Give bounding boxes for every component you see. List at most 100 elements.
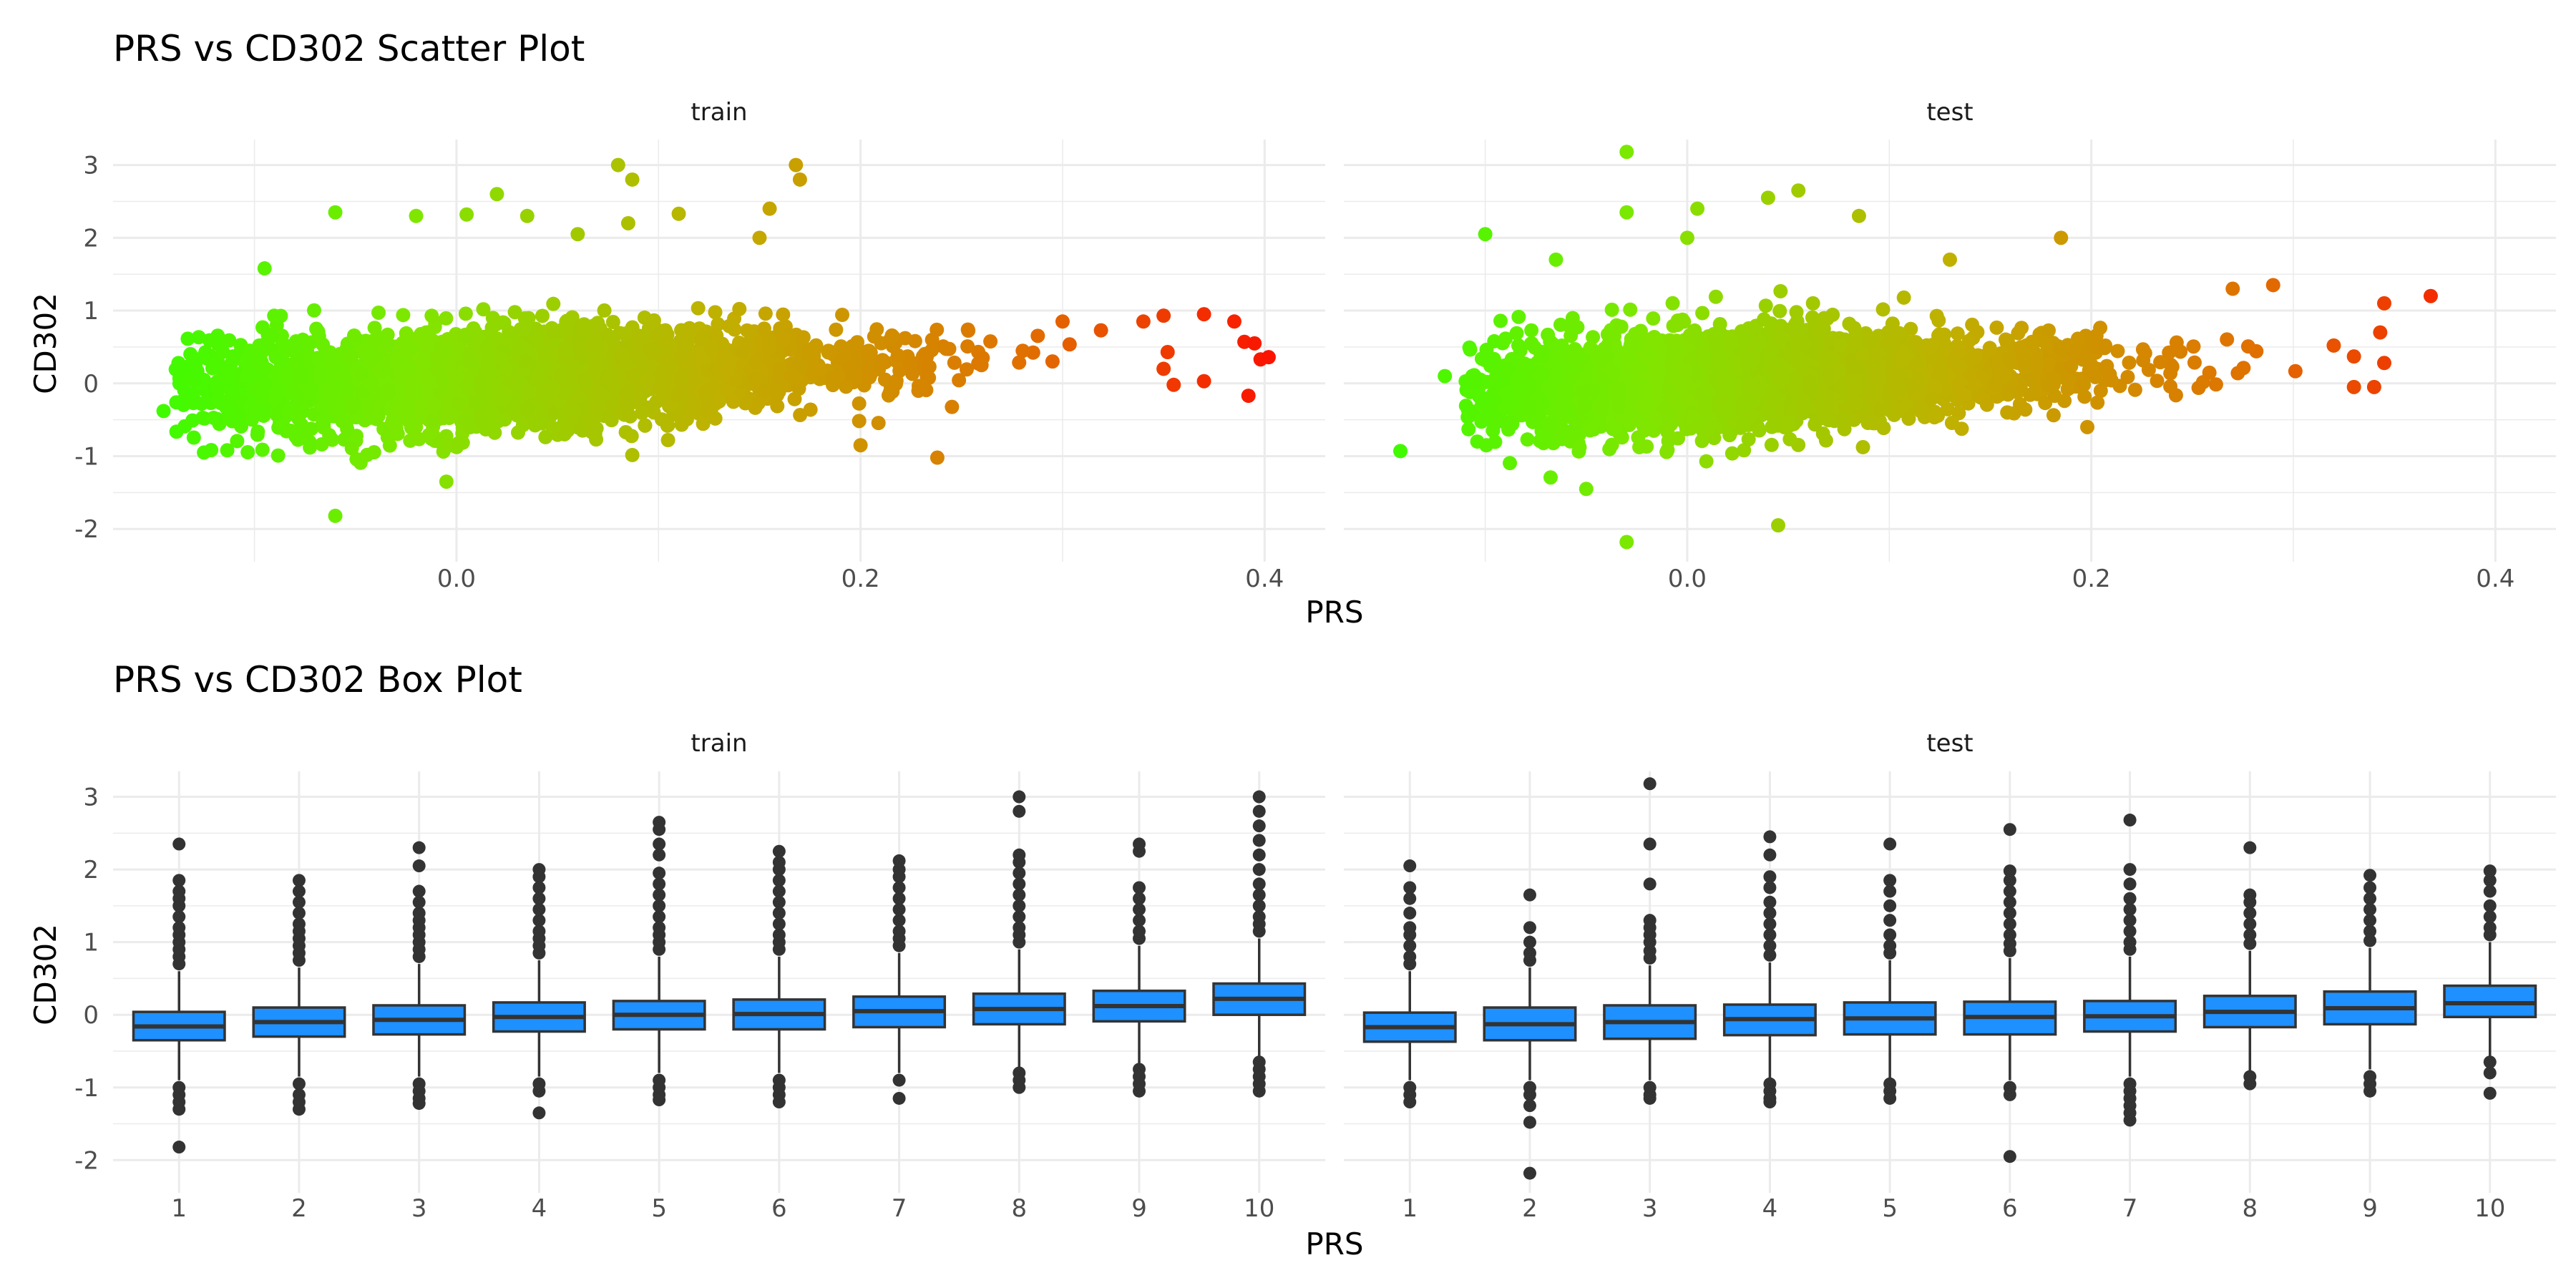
scatter-point: [483, 364, 498, 379]
x-tick-label: 0.2: [841, 565, 880, 593]
scatter-point: [156, 404, 171, 419]
scatter-point: [327, 379, 342, 394]
scatter-point: [853, 438, 868, 453]
scatter-point: [835, 307, 850, 322]
scatter-point: [1789, 305, 1804, 320]
scatter-point: [1623, 302, 1638, 317]
scatter-point: [186, 430, 201, 445]
scatter-point: [344, 441, 359, 456]
scatter-point: [458, 306, 473, 321]
x-tick-labels: 0.0 0.2 0.4: [437, 565, 1284, 593]
scatter-point: [1479, 438, 1494, 453]
scatter-point: [316, 414, 331, 429]
scatter-point: [1543, 470, 1558, 485]
scatter-point: [180, 331, 195, 346]
scatter-point: [447, 368, 462, 383]
scatter-point: [1670, 318, 1685, 333]
scatter-point: [884, 328, 899, 343]
scatter-point: [2187, 355, 2202, 370]
scatter-point: [792, 172, 807, 187]
scatter-point: [1196, 374, 1211, 389]
scatter-test-panel: test 0.0 0.2 0.4: [1344, 98, 2556, 593]
scatter-point: [312, 371, 327, 386]
scatter-point: [698, 391, 713, 406]
scatter-point: [187, 371, 203, 386]
scatter-point: [570, 227, 585, 242]
scatter-point: [462, 351, 477, 366]
scatter-point: [1805, 296, 1820, 311]
scatter-point: [618, 356, 633, 371]
scatter-point: [395, 404, 410, 419]
scatter-point: [530, 373, 545, 388]
scatter-point: [303, 440, 318, 455]
scatter-point: [722, 318, 737, 333]
scatter-point: [2080, 419, 2095, 434]
scatter-point: [476, 302, 491, 317]
scatter-point: [890, 348, 905, 363]
scatter-point: [882, 385, 897, 400]
scatter-point: [770, 399, 785, 414]
scatter-point: [495, 392, 510, 407]
scatter-point: [671, 206, 686, 221]
scatter-point: [1752, 423, 1767, 438]
y-tick-label: 2: [83, 224, 99, 253]
scatter-point: [625, 447, 640, 462]
scatter-point: [1708, 289, 1723, 304]
scatter-point: [577, 373, 592, 388]
scatter-point: [1062, 337, 1077, 352]
scatter-point: [509, 374, 524, 389]
scatter-point: [672, 371, 687, 386]
scatter-point: [270, 448, 286, 463]
scatter-point: [610, 157, 625, 172]
scatter-point: [785, 367, 800, 382]
scatter-point: [748, 355, 763, 370]
scatter-point: [777, 331, 792, 346]
scatter-point: [2163, 379, 2178, 394]
scatter-point: [945, 399, 960, 414]
scatter-point: [536, 349, 551, 364]
scatter-point: [915, 379, 930, 394]
scatter-point: [2104, 373, 2119, 388]
scatter-point: [240, 444, 255, 459]
scatter-point: [621, 388, 636, 403]
scatter-point: [526, 414, 541, 429]
scatter-point: [947, 355, 962, 370]
scatter-point: [752, 230, 767, 245]
scatter-point: [597, 303, 612, 318]
scatter-point: [1463, 342, 1478, 357]
scatter-point: [1699, 454, 1714, 469]
scatter-point: [1805, 310, 1820, 325]
scatter-point: [748, 371, 763, 386]
scatter-point: [439, 474, 454, 489]
scatter-point: [776, 307, 791, 322]
scatter-point: [517, 311, 532, 326]
scatter-point: [1156, 308, 1171, 323]
scatter-point: [468, 396, 483, 411]
scatter-point: [354, 366, 369, 381]
scatter-point: [489, 187, 504, 202]
scatter-point: [268, 389, 283, 404]
scatter-point: [852, 396, 867, 411]
strip-label-scatter-train: train: [691, 98, 747, 127]
scatter-point: [983, 334, 998, 349]
scatter-point: [2029, 356, 2044, 371]
scatter-point: [769, 384, 784, 399]
scatter-point: [1160, 345, 1175, 360]
scatter-point: [255, 442, 270, 457]
scatter-point: [489, 317, 504, 332]
scatter-point: [1045, 354, 1060, 369]
scatter-point: [2110, 343, 2125, 358]
scatter-point: [831, 369, 847, 384]
scatter-point: [344, 349, 359, 364]
scatter-train-panel: train 0.0 0.2 0.4 -2 -1 0 1 2 3: [74, 98, 1325, 593]
scatter-point: [2240, 339, 2255, 354]
scatter-point: [1875, 302, 1890, 317]
scatter-point: [1764, 437, 1779, 452]
scatter-point: [1241, 389, 1256, 404]
scatter-point: [558, 343, 573, 358]
scatter-point: [197, 445, 212, 460]
scatter-point: [2137, 346, 2152, 361]
scatter-point: [2191, 381, 2206, 396]
scatter-point: [323, 430, 338, 445]
scatter-point: [420, 386, 435, 401]
